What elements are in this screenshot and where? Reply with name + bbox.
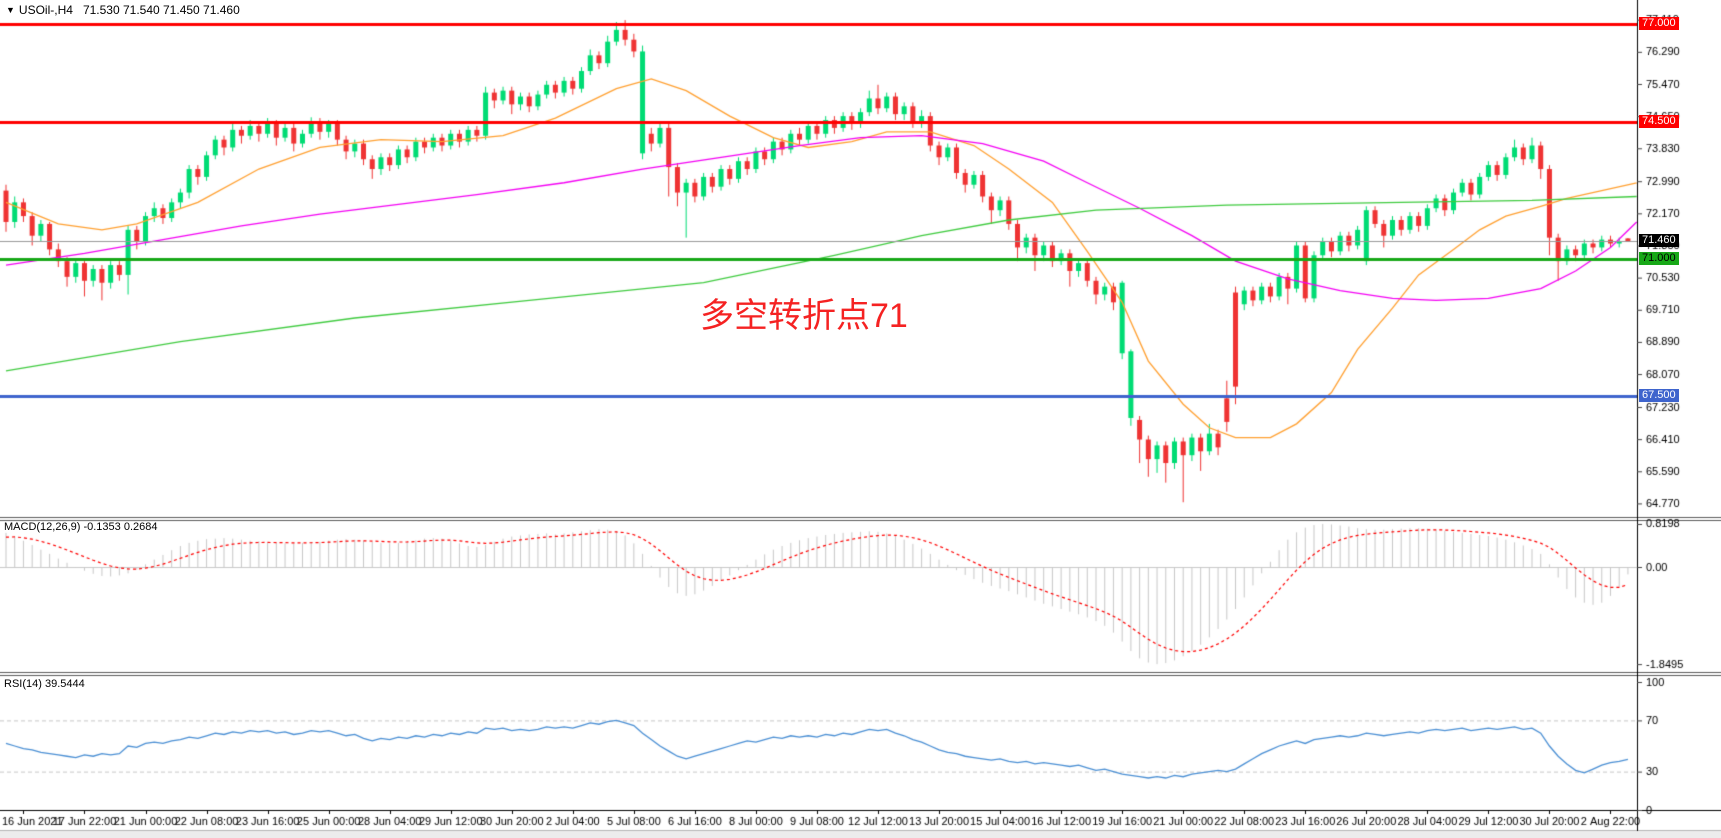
macd-indicator-label: MACD(12,26,9) -0.1353 0.2684 bbox=[4, 521, 158, 533]
price-badge-74.500: 74.500 bbox=[1639, 115, 1679, 128]
symbol-period-label: USOil-,H4 bbox=[18, 3, 73, 17]
price-badge-77.000: 77.000 bbox=[1639, 17, 1679, 30]
price-badge-67.500: 67.500 bbox=[1639, 389, 1679, 403]
chevron-down-icon[interactable]: ▼ bbox=[6, 5, 15, 15]
price-badge-71.000: 71.000 bbox=[1639, 252, 1679, 266]
rsi-indicator-label: RSI(14) 39.5444 bbox=[4, 678, 85, 690]
text-annotation: 多空转折点71 bbox=[700, 297, 908, 335]
chart-title: ▼ USOil-,H4 71.530 71.540 71.450 71.460 bbox=[6, 3, 240, 17]
ohlc-quote-label: 71.530 71.540 71.450 71.460 bbox=[82, 3, 240, 17]
price-badge-71.460: 71.460 bbox=[1639, 234, 1679, 248]
